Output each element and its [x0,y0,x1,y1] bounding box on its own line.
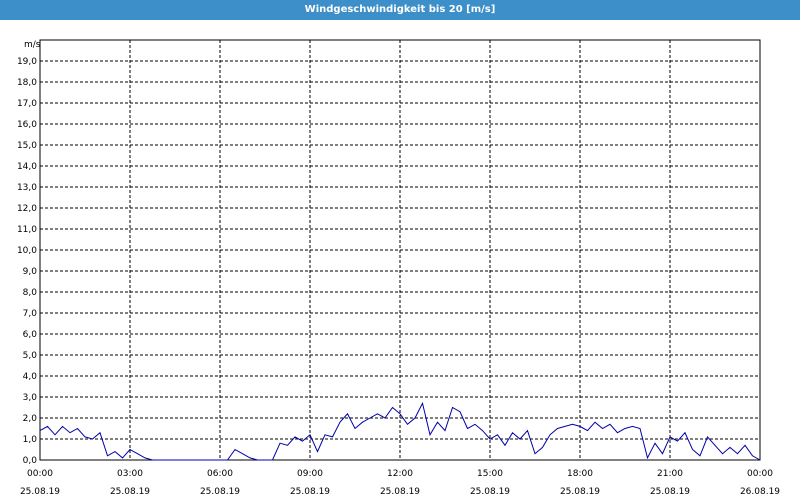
x-tick-date: 25.08.19 [290,487,330,497]
y-tick-label: 12,0 [17,204,37,214]
y-tick-label: 17,0 [17,99,37,109]
grid [40,40,760,460]
y-tick-label: 3,0 [23,393,38,403]
x-tick-time: 03:00 [117,469,143,479]
x-tick-time: 09:00 [297,469,323,479]
series-layer [39,401,761,461]
x-tick-date: 25.08.19 [20,487,60,497]
y-tick-label: 8,0 [23,288,38,298]
y-tick-label: 11,0 [17,225,37,235]
x-tick-date: 25.08.19 [560,487,600,497]
y-tick-label: 13,0 [17,183,37,193]
x-tick-time: 12:00 [387,469,413,479]
y-tick-label: 16,0 [17,120,37,130]
x-tick-date: 25.08.19 [470,487,510,497]
y-axis-label: m/s [24,40,41,50]
x-tick-time: 18:00 [567,469,593,479]
x-tick-time: 15:00 [477,469,503,479]
y-tick-label: 0,0 [23,456,38,466]
x-tick-time: 21:00 [657,469,683,479]
x-tick-date: 25.08.19 [200,487,240,497]
y-tick-labels: 0,0 1,0 2,0 3,0 4,0 5,0 6,0 7,0 8,0 9,0 10,0 11,0 12… [17,57,37,466]
x-tick-date: 25.08.19 [380,487,420,497]
y-tick-label: 18,0 [17,78,37,88]
y-tick-label: 1,0 [23,435,38,445]
y-tick-label: 9,0 [23,267,38,277]
x-tick-time: 00:00 [747,469,773,479]
y-tick-label: 5,0 [23,351,38,361]
y-tick-label: 7,0 [23,309,38,319]
x-tick-date: 25.08.19 [110,487,150,497]
wind-speed-chart: m/s 0,0 1,0 2,0 3,0 4,0 5,0 6,0 7,0 8,0 9,0 10,0 11… [17,39,780,497]
plot-frame [39,39,761,461]
y-tick-label: 10,0 [17,246,37,256]
y-tick-label: 14,0 [17,162,37,172]
y-tick-label: 19,0 [17,57,37,67]
y-tick-label: 15,0 [17,141,37,151]
window-title: Windgeschwindigkeit bis 20 [m/s] [0,0,800,20]
y-tick-label: 2,0 [23,414,38,424]
y-tick-label: 4,0 [23,372,38,382]
x-tick-labels: 00:00 25.08.19 03:00 25.08.19 06:00 25.08.19 0… [20,469,780,497]
x-tick-date: 25.08.19 [650,487,690,497]
x-tick-time: 00:00 [27,469,53,479]
x-tick-time: 06:00 [207,469,233,479]
series-line [39,401,761,461]
y-tick-label: 6,0 [23,330,38,340]
x-tick-date: 26.08.19 [740,487,780,497]
